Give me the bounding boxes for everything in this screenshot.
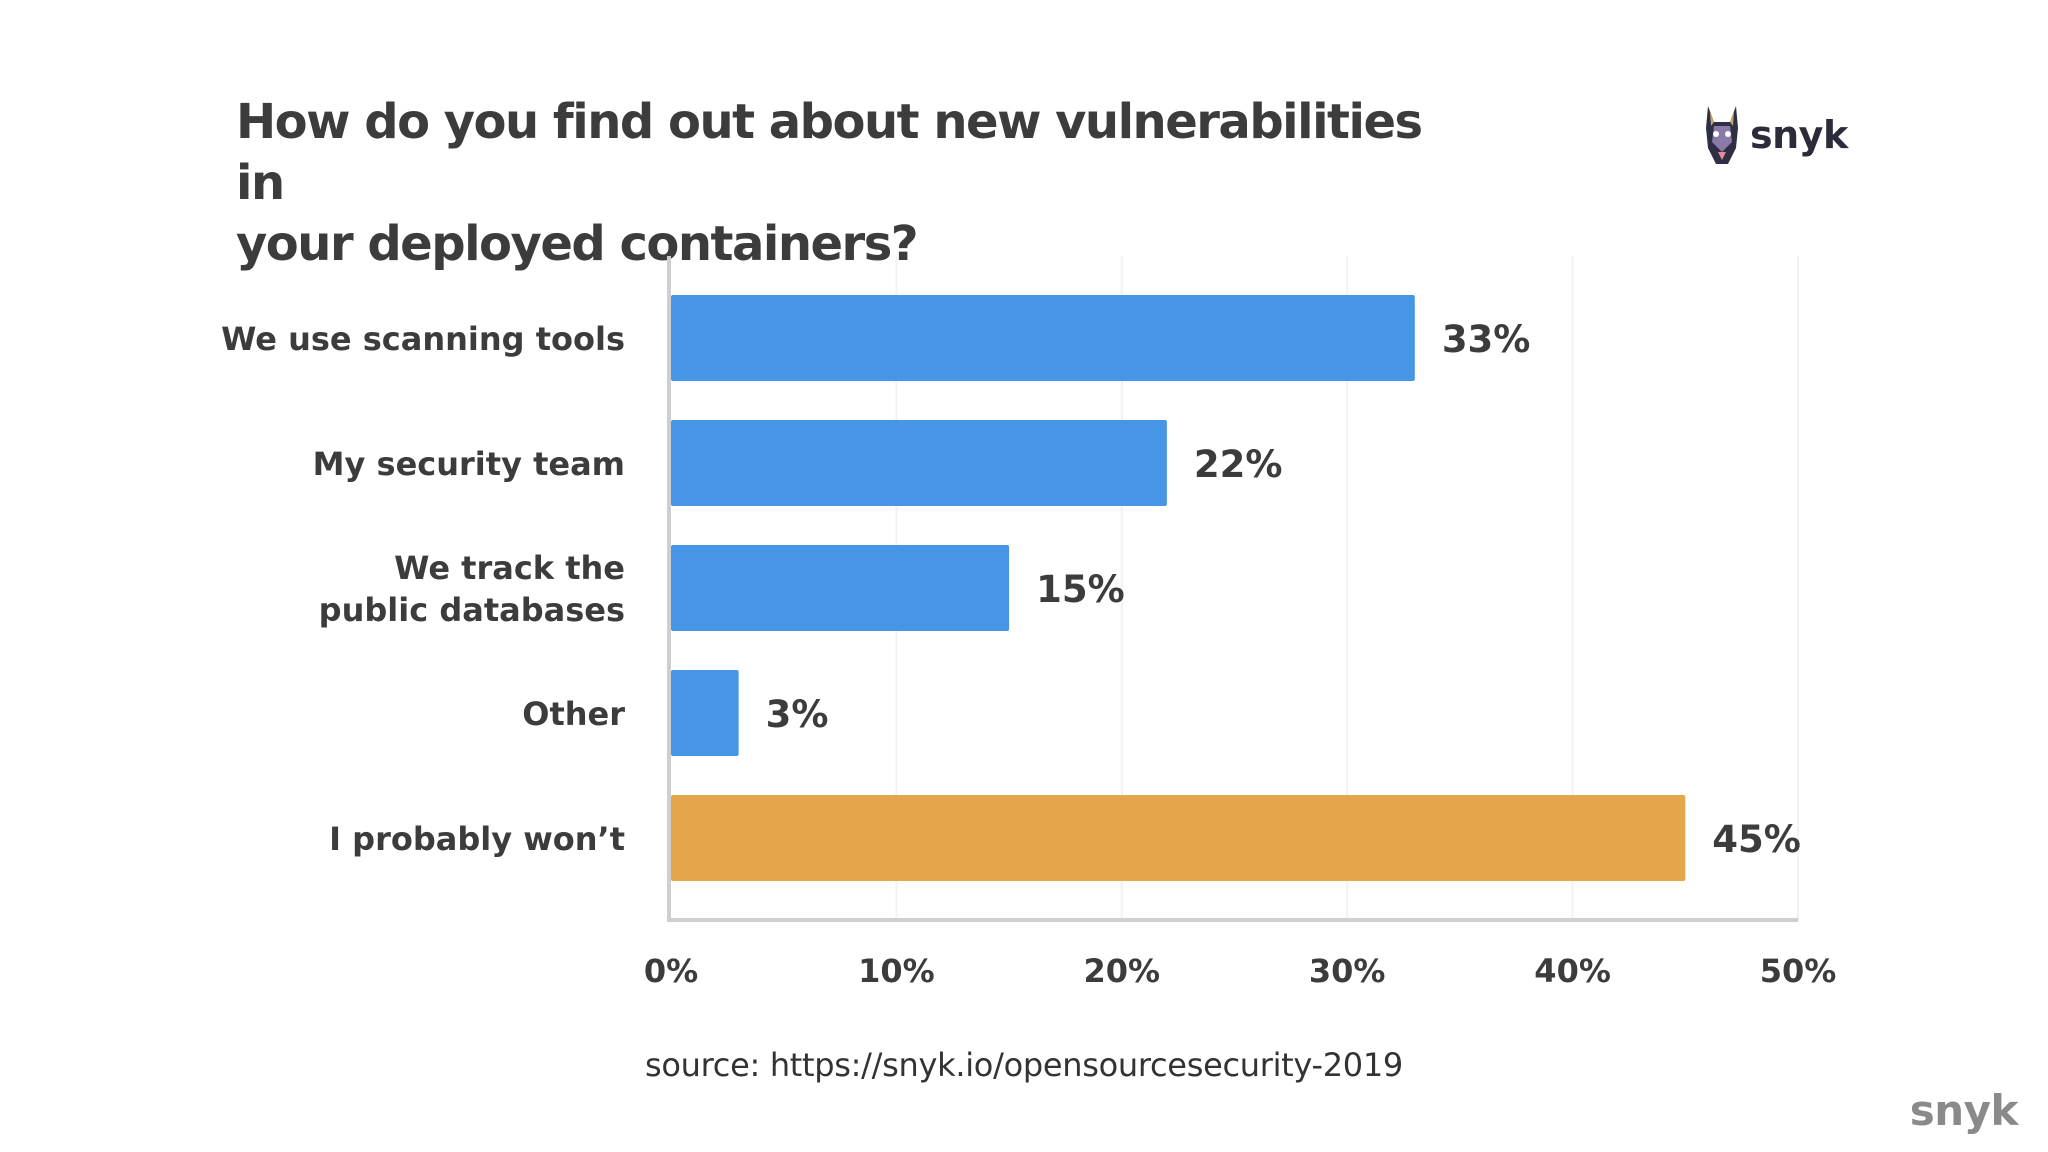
- bar: [671, 420, 1167, 506]
- category-label: I probably won’t: [329, 820, 625, 858]
- chart-title: How do you find out about new vulnerabil…: [236, 92, 1436, 275]
- x-tick-label: 40%: [1534, 952, 1611, 990]
- chart-title-line-2: your deployed containers?: [236, 216, 919, 272]
- category-label: We use scanning tools: [221, 320, 625, 358]
- x-tick-label: 0%: [644, 952, 698, 990]
- bar: [671, 670, 739, 756]
- category-label: public databases: [319, 591, 625, 629]
- x-tick-label: 20%: [1084, 952, 1161, 990]
- axes: [667, 256, 1798, 922]
- data-label: 33%: [1442, 318, 1531, 361]
- category-label: We track the: [394, 549, 625, 587]
- category-label: My security team: [313, 445, 625, 483]
- chart-title-line-1: How do you find out about new vulnerabil…: [236, 94, 1423, 211]
- x-tick-label: 50%: [1760, 952, 1837, 990]
- source-citation: source: https://snyk.io/opensourcesecuri…: [645, 1046, 1403, 1084]
- brand-logo: snyk: [1700, 100, 1850, 170]
- bar: [671, 545, 1010, 631]
- data-label: 3%: [766, 693, 829, 736]
- bar: [671, 295, 1415, 381]
- x-tick-label: 30%: [1309, 952, 1386, 990]
- bars: [671, 295, 1686, 881]
- labels: 33% We use scanning tools 22% My security t…: [221, 318, 1836, 990]
- bar: [671, 795, 1686, 881]
- x-tick-label: 10%: [858, 952, 935, 990]
- data-label: 15%: [1036, 568, 1125, 611]
- doberman-dog-icon: [1706, 106, 1738, 164]
- footer-logo: snyk: [1909, 1086, 2019, 1135]
- brand-logo-text: snyk: [1750, 113, 1848, 157]
- data-label: 45%: [1712, 818, 1801, 861]
- data-label: 22%: [1194, 443, 1283, 486]
- category-label: Other: [522, 695, 625, 733]
